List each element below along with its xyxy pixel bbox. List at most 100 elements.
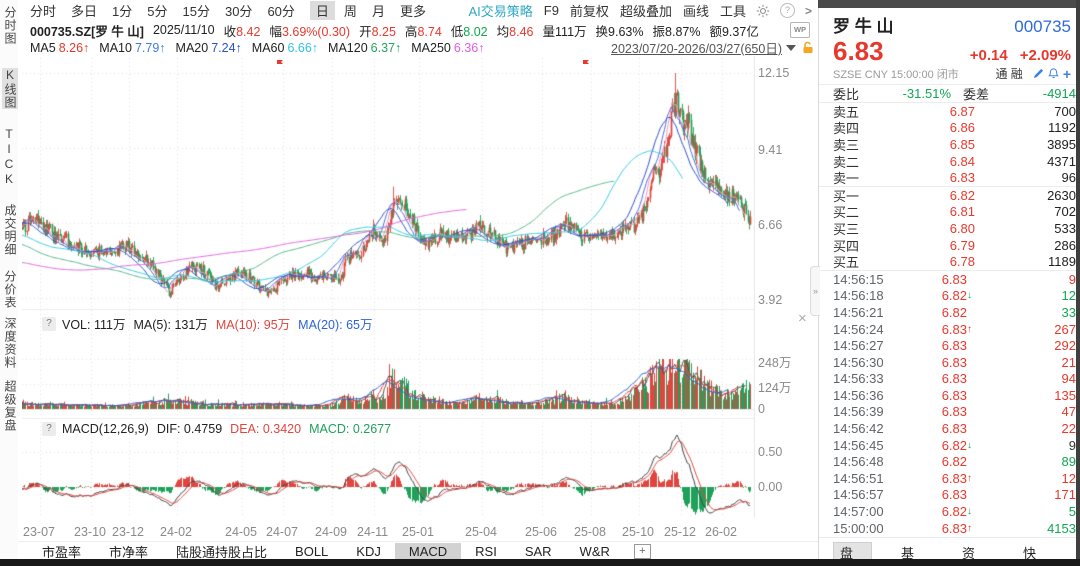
period-tab[interactable]: 日 (309, 1, 335, 20)
bid-row[interactable]: 买三 6.80 533 (833, 220, 1076, 237)
volume-ma5: MA(5): 131万 (133, 318, 208, 332)
quote-price-row: 6.83 +0.14 +2.09% (819, 37, 1077, 65)
indicator-tab[interactable]: KDJ (356, 543, 381, 559)
event-flag-icon[interactable] (276, 58, 283, 73)
bid-row[interactable]: 买二 6.81 702 (833, 204, 1076, 221)
tool-button[interactable]: 前复权 (569, 4, 609, 19)
tool-button[interactable]: AI交易策略 (468, 4, 533, 19)
sidebar-item[interactable]: 分价表 (3, 270, 17, 309)
ask-row[interactable]: 卖四 6.86 1192 (833, 120, 1076, 137)
trade-tick-row[interactable]: 14:56:18 6.82 ↓ 12 (833, 288, 1076, 304)
window-bottom-edge (0, 559, 1080, 566)
settings-gear-icon[interactable] (756, 4, 770, 18)
event-flag-icon[interactable] (582, 58, 589, 73)
indicator-tab[interactable]: BOLL (295, 543, 329, 559)
add-to-watchlist-icon[interactable]: + (1062, 65, 1071, 82)
date-range-text[interactable]: 2023/07/20-2026/03/27(650日) (611, 42, 782, 56)
x-axis-tick: 24-07 (266, 525, 298, 539)
indicator-tab[interactable]: 市净率 (109, 544, 149, 560)
help-icon[interactable]: ? (779, 3, 795, 18)
indicator-tab[interactable]: RSI (475, 543, 497, 559)
trade-tick-row[interactable]: 14:56:24 6.83 ↑ 267 (833, 321, 1076, 337)
last-price: 6.83 (833, 36, 884, 66)
volume-help-icon[interactable]: ? (42, 316, 56, 331)
x-axis-tick: 23-07 (23, 525, 55, 539)
price-axis-tick: 9.41 (758, 143, 783, 157)
period-tab[interactable]: 5分 (147, 4, 168, 19)
trade-tick-row[interactable]: 14:56:45 6.82 ↓ 9 (833, 437, 1076, 453)
period-tab[interactable]: 15分 (182, 4, 210, 19)
indicator-tab[interactable]: MACD (394, 542, 462, 560)
time-and-sales-list: 14:56:15 6.83 9 14:56:18 6.82 ↓ 12 14:56… (819, 269, 1077, 537)
trade-tick-row[interactable]: 14:56:48 6.82 89 (833, 454, 1076, 470)
bid-row[interactable]: 买四 6.79 286 (833, 237, 1076, 254)
trade-tick-row[interactable]: 14:57:00 6.82 ↓ 5 (833, 504, 1076, 520)
panel-collapse-handle[interactable]: » (810, 266, 820, 316)
tool-button[interactable]: 超级叠加 (619, 4, 672, 19)
indicator-tab[interactable]: W&R (579, 543, 610, 559)
period-tab[interactable]: 多日 (71, 4, 98, 19)
date-range-control[interactable]: 2023/07/20-2026/03/27(650日) (611, 38, 814, 57)
unlock-icon[interactable] (802, 41, 814, 54)
weicha-value: -4914 (1042, 86, 1076, 101)
tool-button[interactable]: 画线 (682, 4, 709, 19)
trade-tick-row[interactable]: 14:56:15 6.83 9 (833, 271, 1076, 287)
period-tab[interactable]: 更多 (399, 4, 426, 19)
ask-row[interactable]: 卖一 6.83 96 (833, 170, 1076, 187)
trade-tick-row[interactable]: 14:56:33 6.83 94 (833, 371, 1076, 387)
alert-bell-icon[interactable] (1047, 68, 1059, 79)
kline-canvas[interactable] (22, 56, 755, 524)
trade-tick-row[interactable]: 14:56:27 6.83 292 (833, 338, 1076, 354)
x-axis-tick: 25-04 (465, 525, 497, 539)
bid-levels: 买一 6.82 2630 买二 6.81 702 买三 6.80 533 (819, 187, 1077, 270)
period-tab[interactable]: 分时 (30, 4, 57, 19)
period-tab[interactable]: 周 (343, 4, 357, 19)
indicator-tab[interactable]: 市盈率 (42, 544, 82, 560)
sidebar-item[interactable]: 超级复盘 (3, 380, 17, 432)
trade-tick-row[interactable]: 14:56:36 6.83 135 (833, 387, 1076, 403)
trade-tick-row[interactable]: 14:56:42 6.83 22 (833, 421, 1076, 437)
bid-row[interactable]: 买一 6.82 2630 (833, 187, 1076, 204)
volume-ma20: MA(20): 65万 (298, 318, 373, 332)
period-tab[interactable]: 月 (371, 4, 385, 19)
trade-tick-row[interactable]: 14:56:30 6.83 21 (833, 354, 1076, 370)
trade-tick-row[interactable]: 14:56:57 6.83 171 (833, 487, 1076, 503)
volume-axis-tick: 248万 (758, 356, 792, 370)
edit-pencil-icon[interactable] (1033, 68, 1044, 79)
macd-help-icon[interactable]: ? (42, 422, 56, 436)
macd-axis-tick: 0.00 (758, 480, 783, 494)
tool-button[interactable]: F9 (543, 3, 559, 18)
add-indicator-button[interactable]: + (633, 543, 651, 559)
info-segment: 2025/11/10 (152, 23, 215, 37)
volume-pane-close-icon[interactable]: × (798, 310, 807, 327)
trade-tick-row[interactable]: 14:56:39 6.83 47 (833, 404, 1076, 420)
quote-info-line: 000735.SZ[罗 牛 山] 2025/11/10 收8.42 幅3.69%(0.… (18, 21, 818, 39)
sidebar-item[interactable]: TICK (2, 127, 16, 187)
sidebar-item[interactable]: 成交明细 (3, 204, 17, 256)
sidebar-item[interactable]: K线图 (2, 68, 19, 109)
x-axis-tick: 23-12 (112, 525, 144, 539)
x-axis-tick: 24-02 (160, 525, 192, 539)
ask-row[interactable]: 卖五 6.87 700 (833, 103, 1076, 120)
trade-tick-row[interactable]: 14:56:21 6.82 33 (833, 304, 1076, 320)
trade-tick-row[interactable]: 14:56:51 6.83 ↑ 12 (833, 470, 1076, 486)
ask-row[interactable]: 卖二 6.84 4371 (833, 153, 1076, 170)
chart-main-area: 分时 多日 1分 5分 15分 30分 60分日周月更多 AI交易策略 F9 前复权 超级叠加 画线… (18, 0, 828, 560)
indicator-tab[interactable]: SAR (524, 543, 552, 559)
dropdown-triangle-icon[interactable] (786, 44, 796, 51)
sidebar-item[interactable]: 深度资料 (3, 317, 17, 369)
wp-badge-icon[interactable]: WP (790, 22, 810, 38)
indicator-tab[interactable]: 陆股通持股占比 (176, 544, 268, 560)
ask-row[interactable]: 卖三 6.85 3895 (833, 136, 1076, 153)
expand-chevron-icon[interactable]: > (804, 3, 812, 18)
x-axis-tick: 24-09 (315, 525, 347, 539)
period-tab[interactable]: 30分 (224, 4, 253, 19)
info-segment: 幅3.69%(0.30) (269, 24, 351, 39)
sidebar-item[interactable]: 分时图 (3, 6, 17, 45)
period-tab[interactable]: 60分 (267, 4, 295, 19)
trade-tick-row[interactable]: 15:00:00 6.83 ↑ 4153 (833, 520, 1076, 536)
macd-pane-header: ? MACD(12,26,9) DIF: 0.4759 DEA: 0.3420 … (42, 422, 399, 436)
bid-row[interactable]: 买五 6.78 1189 (833, 254, 1076, 271)
tool-button[interactable]: 工具 (719, 4, 746, 19)
period-tab[interactable]: 1分 (112, 4, 133, 19)
